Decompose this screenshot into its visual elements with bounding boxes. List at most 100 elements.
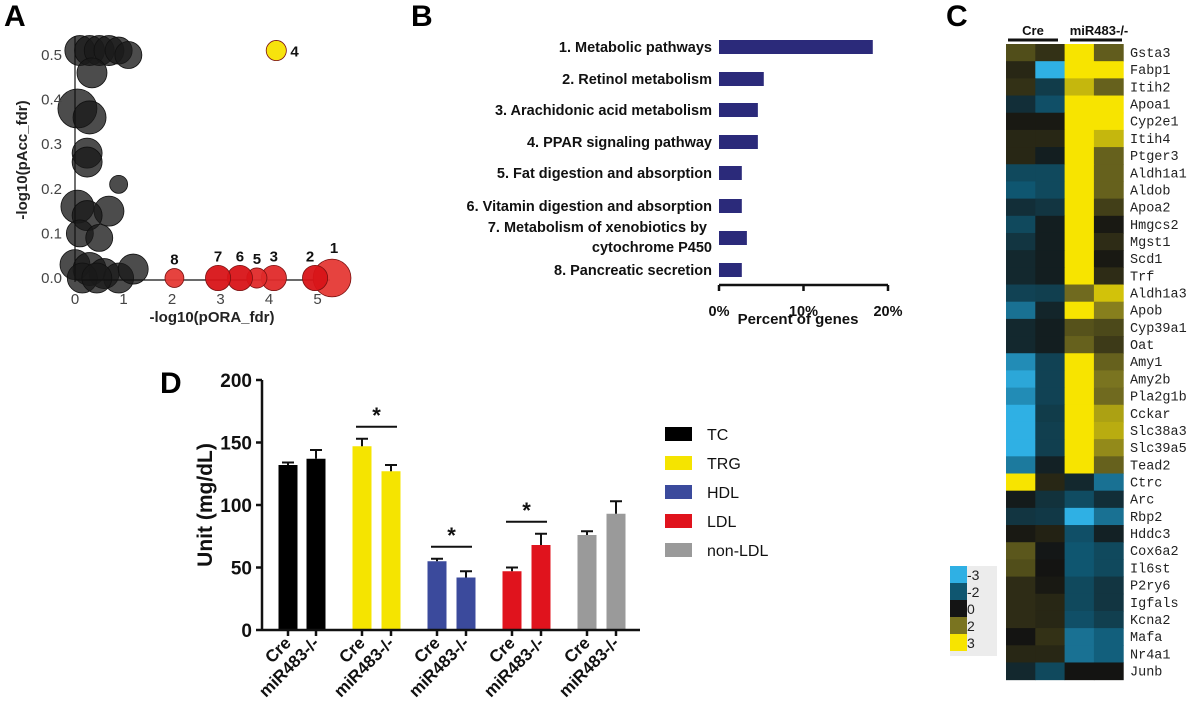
row-label: Tead2 bbox=[1130, 459, 1171, 474]
heatmap-cell bbox=[1093, 559, 1124, 578]
row-label: Ptger3 bbox=[1130, 150, 1179, 165]
background-point bbox=[81, 262, 113, 294]
heatmap-cell bbox=[1006, 181, 1036, 200]
heatmap-cell bbox=[1035, 95, 1066, 114]
heatmap-cell bbox=[1006, 284, 1036, 303]
heatmap-cell bbox=[1093, 473, 1124, 492]
heatmap-cell bbox=[1064, 164, 1095, 182]
heatmap-cell bbox=[1006, 507, 1036, 526]
row-label: Hddc3 bbox=[1130, 528, 1171, 543]
highlighted-point bbox=[226, 264, 253, 291]
heatmap-cell bbox=[1064, 542, 1095, 560]
background-point bbox=[72, 100, 107, 135]
heatmap-cell bbox=[1035, 542, 1066, 560]
row-label: Aldh1a1 bbox=[1130, 167, 1187, 182]
heatmap-cell bbox=[1093, 267, 1124, 286]
heatmap-cell bbox=[1006, 387, 1036, 406]
legend-swatch bbox=[665, 427, 692, 441]
heatmap-cell bbox=[1064, 662, 1095, 681]
bar bbox=[278, 465, 298, 630]
heatmap-cell bbox=[1006, 559, 1036, 578]
heatmap-cell bbox=[1035, 215, 1066, 234]
heatmap-cell bbox=[1035, 507, 1066, 526]
background-point bbox=[71, 146, 103, 178]
heatmap-cell bbox=[1006, 456, 1036, 474]
row-label: Pla2g1b bbox=[1130, 391, 1187, 406]
heatmap-cell bbox=[1093, 198, 1124, 217]
heatmap-cell bbox=[1035, 525, 1066, 543]
row-label: Mafa bbox=[1130, 631, 1162, 646]
x-tick-label: 0% bbox=[709, 304, 730, 320]
panel-letter-d: D bbox=[160, 367, 182, 400]
bar bbox=[606, 513, 626, 630]
heatmap-cell bbox=[1064, 353, 1095, 371]
y-tick-label: 200 bbox=[220, 371, 252, 392]
heatmap-cell bbox=[1093, 404, 1124, 423]
row-label: Scd1 bbox=[1130, 253, 1162, 268]
heatmap-cell bbox=[1035, 78, 1066, 97]
bar bbox=[719, 231, 747, 245]
heatmap-cell bbox=[1035, 301, 1066, 320]
x-axis-title: Percent of genes bbox=[738, 311, 859, 328]
x-tick-label: 2 bbox=[168, 291, 176, 308]
category-label: 1. Metabolic pathways bbox=[559, 40, 712, 56]
heatmap-cell bbox=[1064, 147, 1095, 165]
heatmap-cell bbox=[1006, 473, 1036, 492]
heatmap-cell bbox=[1035, 232, 1066, 251]
row-label: Amy2b bbox=[1130, 373, 1171, 388]
row-label: Apob bbox=[1130, 305, 1162, 320]
row-label: Junb bbox=[1130, 665, 1162, 680]
heatmap-cell bbox=[1035, 576, 1066, 595]
heatmap-cell bbox=[1035, 336, 1066, 354]
heatmap-cell bbox=[1064, 250, 1095, 268]
heatmap-cell bbox=[1064, 44, 1095, 62]
bar bbox=[719, 166, 742, 180]
row-label: Itih4 bbox=[1130, 133, 1171, 148]
category-label: 3. Arachidonic acid metabolism bbox=[495, 103, 712, 119]
heatmap-cell bbox=[1006, 525, 1036, 543]
heatmap-cell bbox=[1064, 576, 1095, 595]
background-points bbox=[57, 35, 149, 294]
heatmap-cell bbox=[1006, 112, 1036, 131]
highlighted-point bbox=[265, 40, 287, 62]
heatmap-cell bbox=[1006, 301, 1036, 320]
heatmap-cell bbox=[1006, 267, 1036, 286]
heatmap-cell bbox=[1006, 662, 1036, 681]
heatmap-cell bbox=[1093, 44, 1124, 62]
y-axis-title: -log10(pAcc_fdr) bbox=[14, 100, 31, 219]
legend-label: non-LDL bbox=[707, 543, 768, 560]
heatmap-cell bbox=[1064, 336, 1095, 354]
y-tick-labels: 0.0 0.1 0.2 0.3 0.4 0.5 bbox=[41, 47, 62, 287]
row-label: Slc39a5 bbox=[1130, 442, 1187, 457]
heatmap-cell bbox=[1093, 78, 1124, 97]
row-label: Cyp2e1 bbox=[1130, 116, 1179, 131]
heatmap-cell bbox=[1006, 593, 1036, 612]
bar bbox=[306, 458, 326, 630]
heatmap-cell bbox=[1006, 336, 1036, 354]
bar bbox=[719, 199, 742, 213]
y-tick-label: 0.0 bbox=[41, 270, 62, 287]
colorbar-tick: 3 bbox=[967, 635, 975, 651]
heatmap-cell bbox=[1006, 61, 1036, 79]
heatmap-cell bbox=[1035, 164, 1066, 182]
heatmap-cell bbox=[1064, 525, 1095, 543]
bars bbox=[278, 437, 626, 630]
point-label: 6 bbox=[236, 248, 244, 265]
heatmap-cell bbox=[1006, 44, 1036, 62]
heatmap-cell bbox=[1035, 662, 1066, 681]
legend-swatch bbox=[665, 485, 692, 499]
heatmap-cell bbox=[1035, 61, 1066, 79]
heatmap-cell bbox=[1093, 181, 1124, 200]
heatmap-cell bbox=[1035, 198, 1066, 217]
y-tick-label: 50 bbox=[231, 559, 252, 580]
heatmap-cell bbox=[1064, 318, 1095, 337]
heatmap-cell bbox=[1006, 164, 1036, 182]
heatmap-cell bbox=[1035, 473, 1066, 492]
bar bbox=[427, 561, 447, 630]
row-label: Igfals bbox=[1130, 597, 1179, 612]
background-point bbox=[117, 253, 149, 285]
x-tick-label: 4 bbox=[265, 291, 273, 308]
heatmap-cell bbox=[1093, 628, 1124, 646]
category-labels: 1. Metabolic pathways 2. Retinol metaboli… bbox=[467, 40, 712, 279]
heatmap-cell bbox=[1035, 404, 1066, 423]
